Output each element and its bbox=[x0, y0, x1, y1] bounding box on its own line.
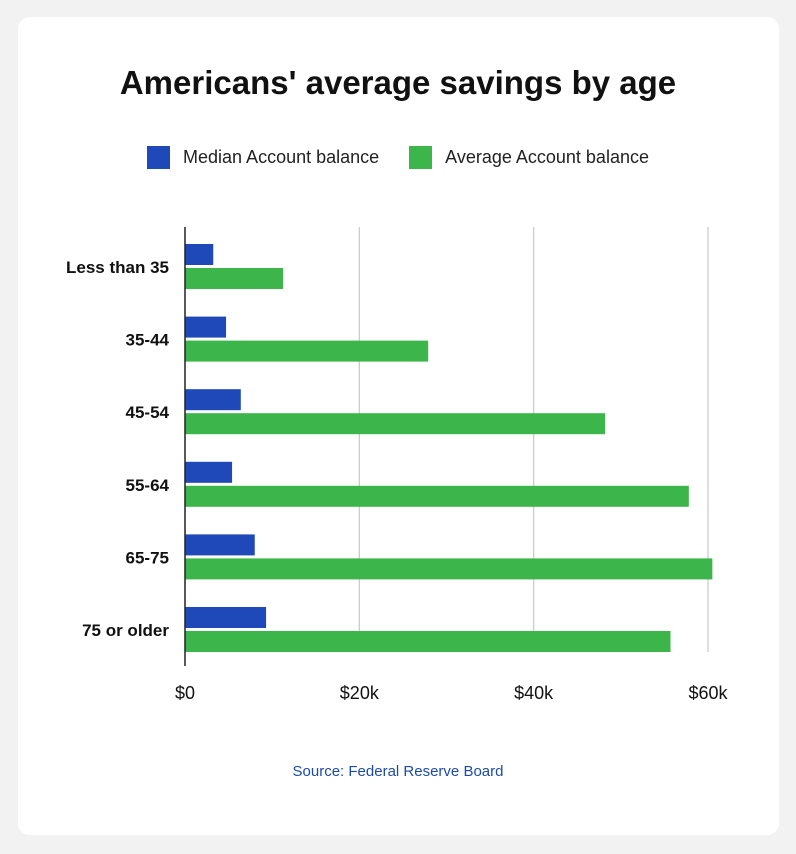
bar-average-0 bbox=[185, 268, 284, 289]
category-label-3: 55-64 bbox=[126, 476, 170, 495]
category-label-2: 45-54 bbox=[126, 403, 170, 422]
bar-median-4 bbox=[185, 534, 255, 556]
chart-title: Americans' average savings by age bbox=[119, 64, 677, 101]
x-tick-label-3: $60k bbox=[688, 683, 728, 703]
bar-median-5 bbox=[185, 607, 267, 628]
bar-median-3 bbox=[185, 461, 233, 483]
x-tick-label-1: $20k bbox=[340, 683, 380, 703]
bar-average-3 bbox=[185, 485, 689, 507]
category-label-4: 65-75 bbox=[126, 548, 169, 567]
legend-swatch-median bbox=[147, 146, 171, 169]
legend-item-average: Average Account balance bbox=[409, 146, 649, 169]
legend-label-median: Median Account balance bbox=[183, 147, 380, 167]
legend-item-median: Median Account balance bbox=[147, 146, 379, 169]
legend-label-average: Average Account balance bbox=[445, 147, 649, 167]
x-tick-label-0: $0 bbox=[175, 683, 195, 703]
category-label-1: 35-44 bbox=[126, 331, 170, 350]
x-tick-label-2: $40k bbox=[514, 683, 554, 703]
bar-average-1 bbox=[185, 340, 429, 362]
legend: Median Account balance Average Account b… bbox=[0, 146, 796, 169]
category-label-0: Less than 35 bbox=[66, 258, 169, 277]
bar-median-0 bbox=[185, 244, 214, 265]
bar-average-4 bbox=[185, 558, 713, 580]
bar-median-1 bbox=[185, 316, 227, 338]
legend-swatch-average bbox=[409, 146, 433, 169]
category-label-5: 75 or older bbox=[82, 621, 169, 640]
source-note: Source: Federal Reserve Board bbox=[292, 763, 504, 780]
bar-average-2 bbox=[185, 413, 606, 435]
bar-average-5 bbox=[185, 631, 671, 652]
bar-median-2 bbox=[185, 389, 241, 411]
